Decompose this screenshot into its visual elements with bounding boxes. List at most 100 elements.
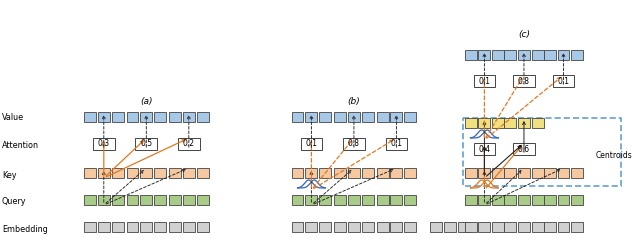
Bar [183,222,195,232]
Text: Query: Query [2,198,26,207]
Bar [504,50,516,60]
Text: Key: Key [2,170,17,180]
Bar [492,168,504,178]
Bar [136,138,157,150]
Bar [518,118,530,128]
Bar [196,112,209,122]
Bar [557,195,570,205]
Bar [348,195,360,205]
Text: 0.8: 0.8 [518,76,530,86]
Bar [518,168,530,178]
Bar [178,138,200,150]
Bar [513,75,535,87]
Bar [196,168,209,178]
Bar [98,112,109,122]
Bar [474,143,495,155]
Bar [479,50,490,60]
Bar [404,112,416,122]
Bar [479,195,490,205]
Text: 0.1: 0.1 [479,76,490,86]
Text: 0.4: 0.4 [478,145,490,154]
Bar [557,50,570,60]
Bar [292,222,303,232]
Text: 0.1: 0.1 [305,140,317,148]
Bar [127,195,138,205]
Bar [572,222,583,232]
Bar [140,168,152,178]
Text: 0.5: 0.5 [140,140,152,148]
Bar [544,168,556,178]
Bar [532,168,544,178]
Bar [518,222,530,232]
Bar [154,195,166,205]
Bar [127,112,138,122]
Bar [112,112,124,122]
Bar [465,168,477,178]
Bar [305,195,317,205]
Bar [301,138,323,150]
Bar [444,222,456,232]
Bar [98,222,109,232]
Bar [348,168,360,178]
Bar [404,168,416,178]
Bar [532,50,544,60]
Bar [463,118,621,186]
Bar [544,222,556,232]
Bar [362,195,374,205]
Bar [84,112,96,122]
Bar [362,222,374,232]
Bar [557,168,570,178]
Bar [93,138,115,150]
Bar [430,222,442,232]
Bar [465,118,477,128]
Bar [154,112,166,122]
Bar [348,112,360,122]
Bar [343,138,365,150]
Bar [377,222,388,232]
Bar [572,195,583,205]
Bar [390,195,403,205]
Bar [557,222,570,232]
Text: (a): (a) [140,97,152,106]
Bar [474,75,495,87]
Bar [140,195,152,205]
Bar [404,195,416,205]
Bar [385,138,407,150]
Bar [465,50,477,60]
Bar [127,168,138,178]
Bar [305,222,317,232]
Text: 0.6: 0.6 [518,145,530,154]
Bar [292,112,303,122]
Bar [305,112,317,122]
Bar [552,75,574,87]
Text: Embedding: Embedding [2,226,48,234]
Bar [404,222,416,232]
Text: Attention: Attention [2,141,39,149]
Bar [390,112,403,122]
Bar [292,168,303,178]
Bar [112,168,124,178]
Bar [196,222,209,232]
Bar [532,195,544,205]
Bar [98,195,109,205]
Bar [292,195,303,205]
Bar [169,195,181,205]
Bar [479,222,490,232]
Bar [334,112,346,122]
Bar [479,168,490,178]
Bar [334,168,346,178]
Bar [84,222,96,232]
Text: Value: Value [2,114,24,122]
Bar [544,50,556,60]
Bar [504,222,516,232]
Bar [196,195,209,205]
Bar [504,195,516,205]
Bar [518,50,530,60]
Bar [183,168,195,178]
Bar [492,222,504,232]
Bar [140,112,152,122]
Bar [169,168,181,178]
Bar [84,168,96,178]
Bar [465,222,477,232]
Bar [513,143,535,155]
